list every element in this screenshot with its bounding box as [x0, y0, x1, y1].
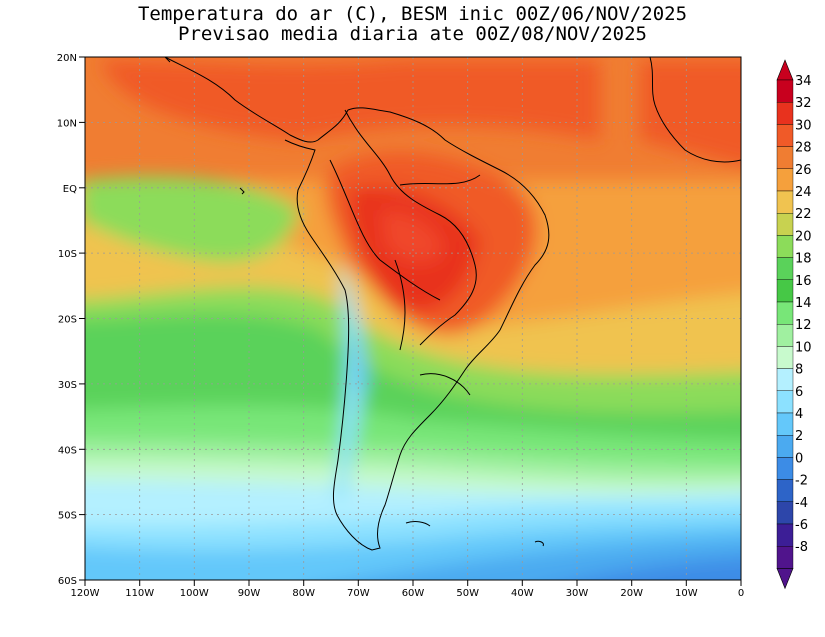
colorbar-swatch — [776, 301, 794, 325]
colorbar-label: 14 — [795, 296, 812, 311]
lat-labels: 20N 10N EQ 10S 20S 30S 40S 50S 60S — [57, 53, 77, 587]
lat-label: 40S — [58, 445, 77, 456]
colorbar-bottom-arrow — [776, 568, 794, 590]
colorbar-swatch — [776, 146, 794, 170]
lat-label: 20N — [57, 53, 77, 64]
map-title-line1: Temperatura do ar (C), BESM inic 00Z/06/… — [137, 3, 688, 25]
colorbar-label: 18 — [795, 252, 812, 267]
lon-label: 100W — [180, 588, 209, 599]
lat-label: 10S — [58, 249, 77, 260]
colorbar-label: 12 — [795, 318, 812, 333]
lon-label: 110W — [125, 588, 154, 599]
temperature-field — [85, 57, 741, 580]
colorbar-label: 30 — [795, 118, 812, 133]
coastlines — [85, 57, 741, 551]
colorbar-label: 4 — [795, 407, 803, 422]
colorbar-swatch — [776, 324, 794, 347]
lon-label: 80W — [292, 588, 315, 599]
colorbar-top-arrow — [776, 59, 794, 81]
colorbar-label: 26 — [795, 163, 812, 178]
colorbar-swatch — [776, 190, 794, 214]
colorbar-label: 16 — [795, 274, 812, 289]
axis-ticks — [79, 56, 742, 586]
colorbar-swatch — [776, 412, 794, 436]
lon-label: 50W — [456, 588, 479, 599]
lon-label: 60W — [402, 588, 425, 599]
colorbar-label: -8 — [795, 540, 808, 555]
lon-label: 10W — [675, 588, 698, 599]
lon-label: 70W — [347, 588, 370, 599]
lat-label: EQ — [63, 184, 77, 195]
colorbar-swatch — [776, 79, 794, 103]
colorbar-swatch — [776, 168, 794, 192]
map-title-line2: Previsao media diaria ate 00Z/08/NOV/202… — [178, 23, 647, 45]
colorbar-label: 2 — [795, 429, 803, 444]
colorbar-swatch — [776, 257, 794, 281]
lon-label: 30W — [566, 588, 589, 599]
colorbar-label: 32 — [795, 96, 812, 111]
lat-label: 20S — [58, 315, 77, 326]
colorbar-label: -6 — [795, 518, 808, 533]
colorbar-swatch — [776, 235, 794, 258]
lon-label: 120W — [71, 588, 100, 599]
colorbar-swatch — [776, 435, 794, 458]
colorbar-swatch — [776, 523, 794, 547]
lat-label: 30S — [58, 380, 77, 391]
colorbar-label: 8 — [795, 363, 803, 378]
colorbar-label: 24 — [795, 185, 812, 200]
colorbar-swatch — [776, 124, 794, 147]
colorbar-swatch — [776, 279, 794, 303]
colorbar-label: 22 — [795, 207, 812, 222]
colorbar-swatch — [776, 501, 794, 525]
lat-label: 60S — [58, 576, 77, 587]
colorbar-swatch — [776, 457, 794, 480]
lon-label: 0 — [738, 588, 744, 599]
colorbar-label: -2 — [795, 474, 808, 489]
colorbar-swatch — [776, 346, 794, 369]
lon-labels: 120W 110W 100W 90W 80W 70W 60W 50W 40W 3… — [71, 588, 745, 599]
lat-label: 50S — [58, 511, 77, 522]
lat-label: 10N — [57, 118, 77, 129]
colorbar-label: 0 — [795, 451, 803, 466]
colorbar-label: 20 — [795, 229, 812, 244]
colorbar-label: 6 — [795, 385, 803, 400]
colorbar-swatch — [776, 101, 794, 125]
colorbar-swatch — [776, 368, 794, 392]
lon-label: 20W — [620, 588, 643, 599]
lon-label: 40W — [511, 588, 534, 599]
colorbar-label: 28 — [795, 141, 812, 156]
colorbar-swatch — [776, 390, 794, 414]
colorbar-swatch — [776, 546, 794, 569]
graticule — [85, 57, 741, 580]
colorbar-label: -4 — [795, 496, 808, 511]
colorbar-label: 10 — [795, 340, 812, 355]
colorbar-label: 34 — [795, 74, 812, 89]
colorbar-swatch — [776, 479, 794, 503]
lon-label: 90W — [238, 588, 261, 599]
colorbar-swatch — [776, 212, 794, 236]
